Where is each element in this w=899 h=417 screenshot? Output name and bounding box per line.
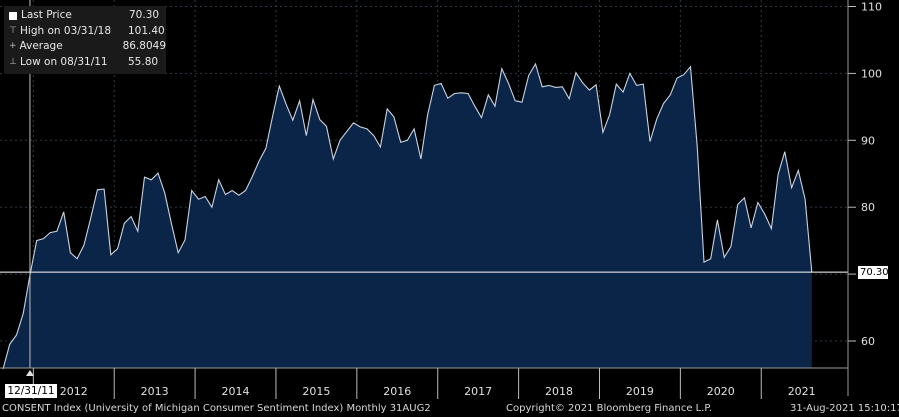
legend-value: 70.30	[129, 9, 160, 21]
x-tick-label: 2018	[545, 385, 573, 398]
x-tick-label: 2013	[141, 385, 169, 398]
x-tick-label: 2014	[222, 385, 250, 398]
x-tick-label: 2021	[788, 385, 816, 398]
line-series	[2, 62, 813, 370]
x-tick-label: 2020	[707, 385, 735, 398]
y-tick-label: 60	[861, 335, 875, 348]
crosshair-date-label: 12/31/11	[5, 384, 57, 398]
legend-label: Last Price	[21, 9, 72, 21]
high-marker-icon: ⊤	[9, 25, 17, 36]
x-tick-label: 2012	[60, 385, 88, 398]
legend-value: 86.8049	[122, 40, 166, 52]
y-tick-label: 80	[861, 201, 875, 214]
legend-value: 55.80	[128, 55, 159, 68]
y-tick-label: 100	[861, 67, 882, 80]
last-price-swatch-icon[interactable]	[9, 11, 17, 20]
area-series	[3, 64, 812, 370]
legend-label: Low on 08/31/11	[20, 55, 108, 68]
legend-label: Average	[19, 40, 63, 52]
low-marker-icon: ⊥	[9, 56, 17, 67]
footer-security-description: CONSENT Index (University of Michigan Co…	[2, 403, 431, 414]
legend-value: 101.40	[128, 24, 165, 37]
legend-average: + Average 86.8049	[8, 39, 166, 55]
x-axis: 2012 2013 2014 2015 2016 2017 2018 2019 2020 2021	[0, 367, 848, 399]
crosshair-marker	[25, 370, 34, 376]
legend-last-price: Last Price 70.30	[8, 8, 166, 24]
x-tick-label: 2016	[383, 385, 411, 398]
y-tick-label: 90	[861, 134, 875, 147]
footer-timestamp: 31-Aug-2021 15:10:17	[790, 403, 899, 414]
y-tick-label: 110	[861, 1, 882, 14]
status-footer: CONSENT Index (University of Michigan Co…	[0, 403, 899, 417]
x-tick-label: 2019	[626, 385, 654, 398]
last-price-tag: 70.30	[858, 266, 889, 279]
legend-label: High on 03/31/18	[20, 24, 112, 37]
x-tick-label: 2015	[302, 385, 330, 398]
legend-high: ⊤ High on 03/31/18 101.40	[8, 24, 166, 40]
x-tick-label: 2017	[464, 385, 492, 398]
footer-copyright: Copyright© 2021 Bloomberg Finance L.P.	[506, 403, 713, 414]
legend-low: ⊥ Low on 08/31/11 55.80	[8, 55, 166, 71]
legend-box: Last Price 70.30 ⊤ High on 03/31/18 101.…	[4, 6, 166, 74]
average-marker-icon: +	[9, 41, 17, 51]
